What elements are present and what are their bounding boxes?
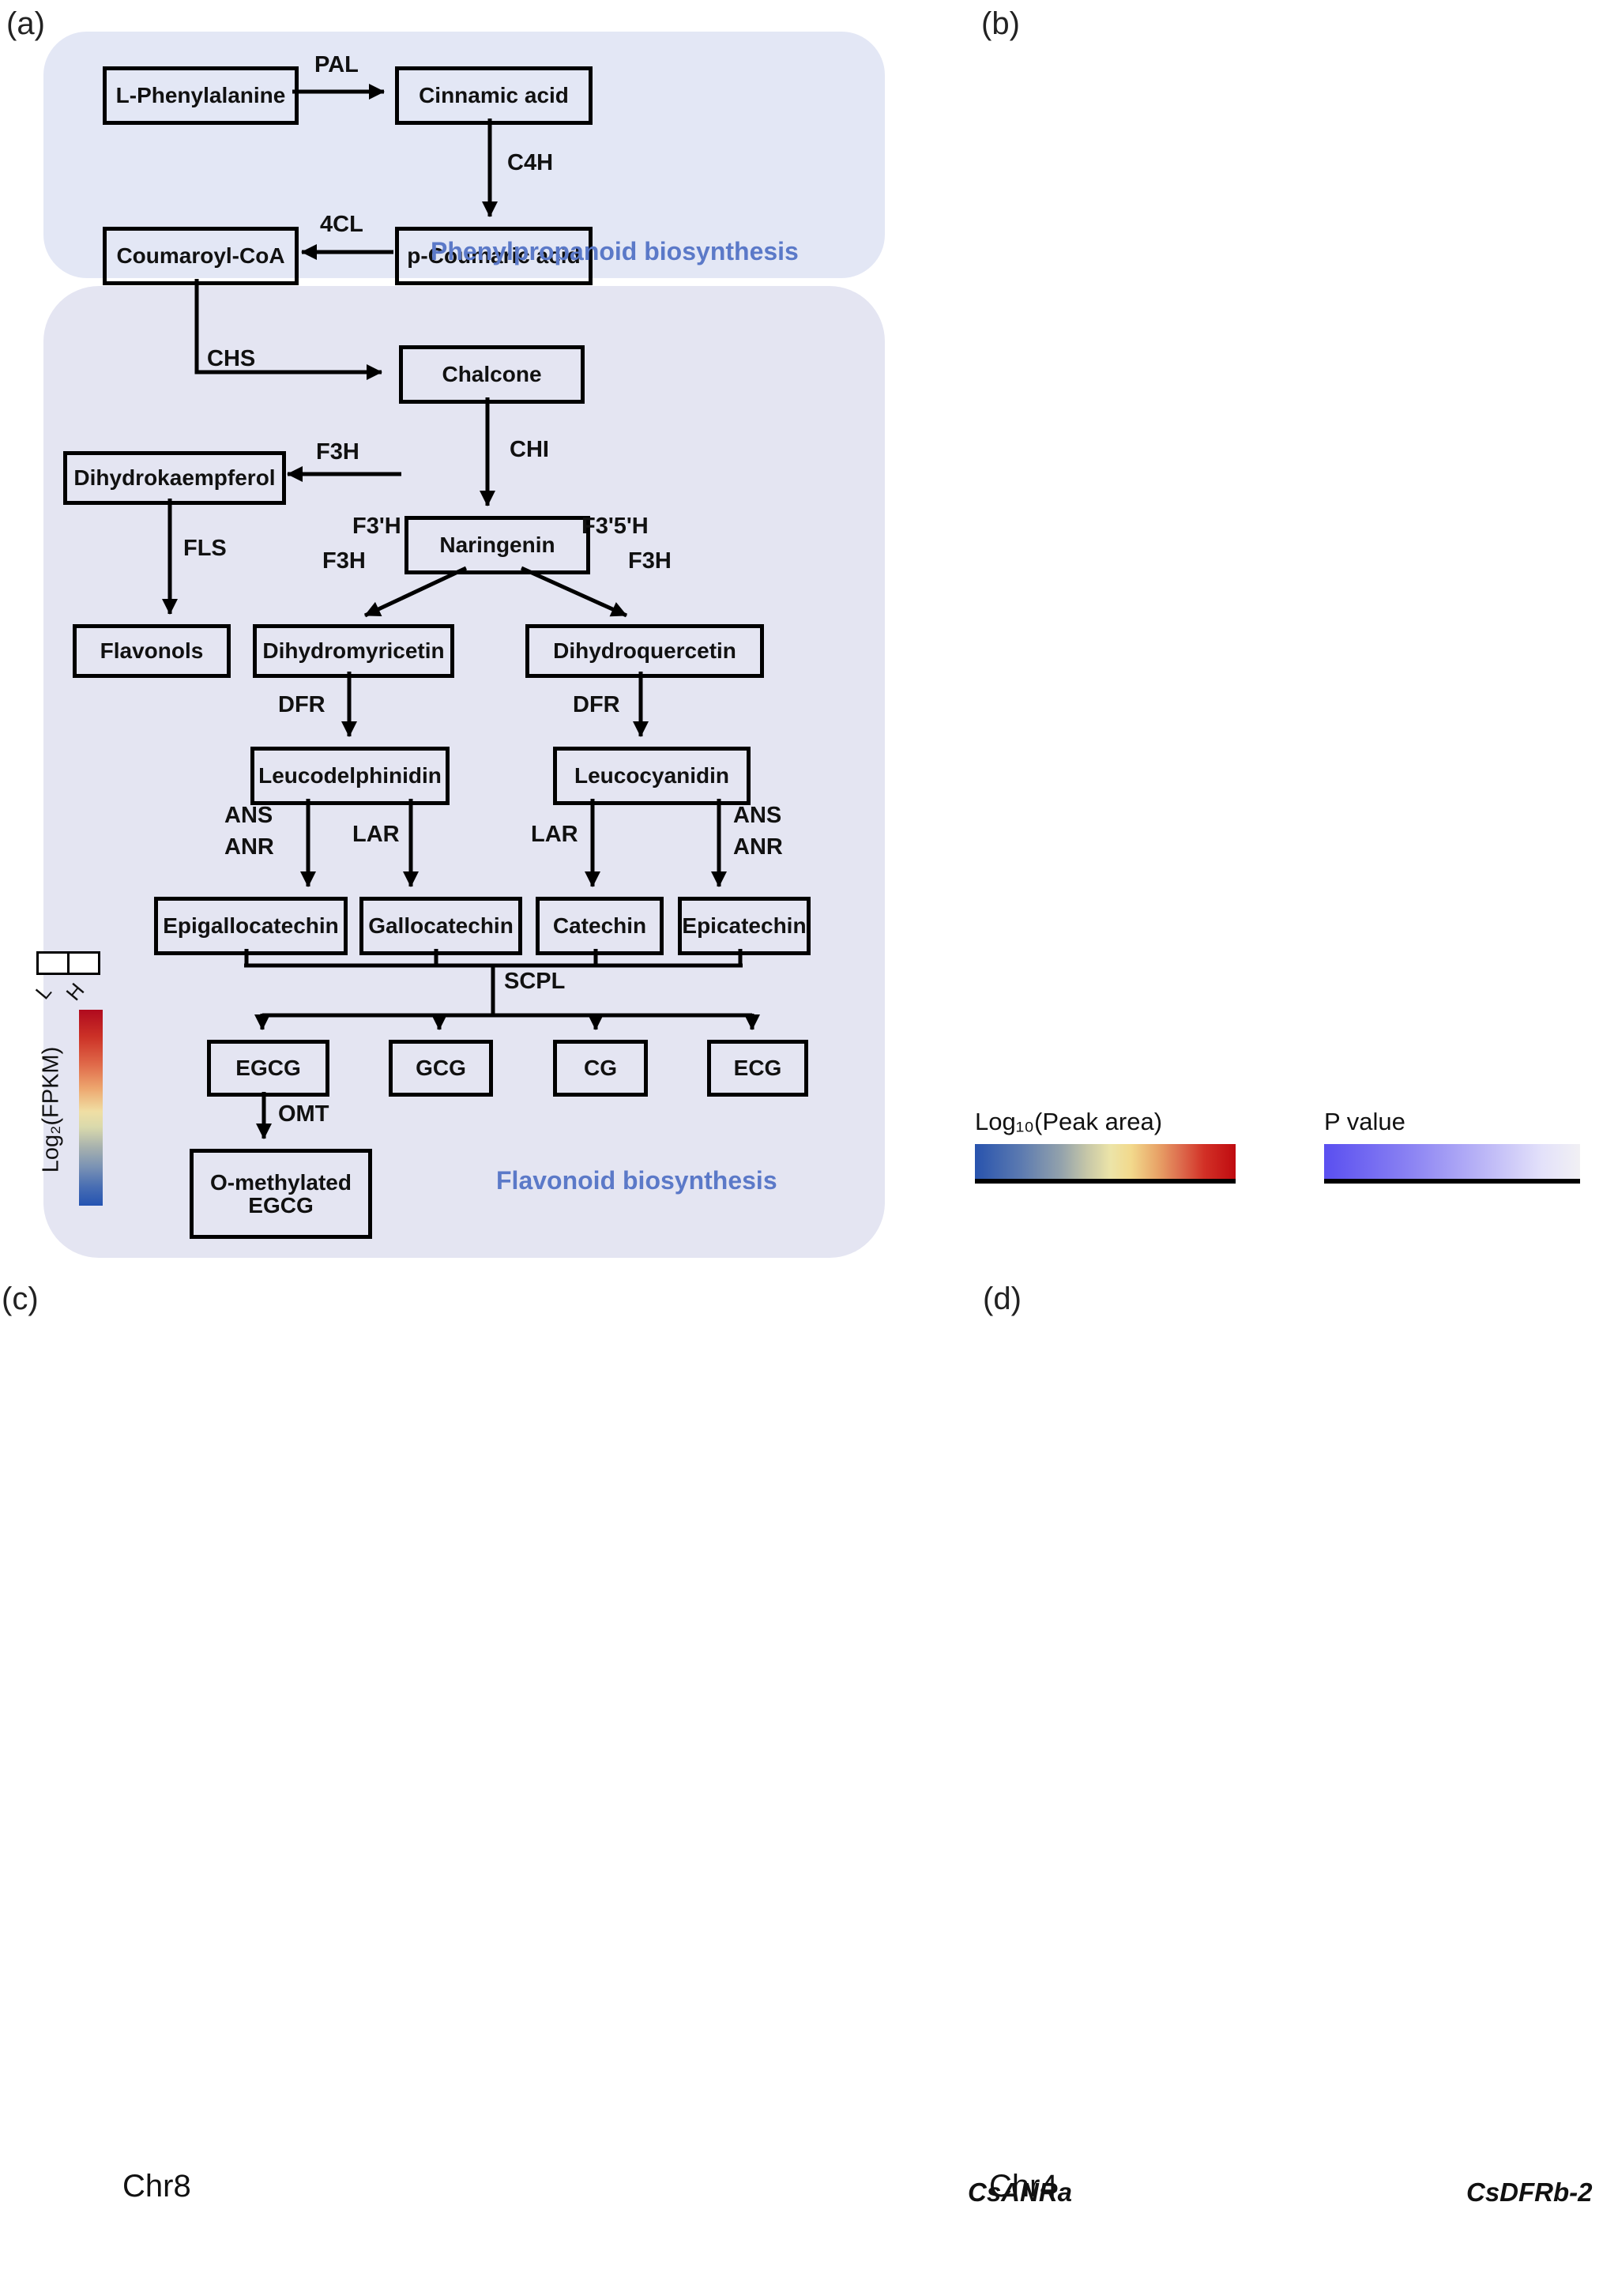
panel-a-label: (a)	[6, 6, 45, 41]
enzyme-ans-right: ANS	[733, 803, 782, 828]
panel-c-label: (c)	[2, 1282, 39, 1316]
pathway-arrows	[162, 84, 760, 1139]
enzyme-fls: FLS	[183, 536, 227, 561]
box-chalcone: Chalcone	[399, 345, 585, 404]
enzyme-chs: CHS	[207, 346, 256, 371]
gene-csanra-label: CsANRa	[968, 2177, 1073, 2207]
panel-d-label: (d)	[983, 1282, 1022, 1316]
enzyme-lar-right: LAR	[531, 822, 578, 847]
flavonoid-title: Flavonoid biosynthesis	[496, 1166, 777, 1195]
panel-b-label: (b)	[981, 6, 1020, 41]
chr4-label: Chr4	[989, 2169, 1058, 2204]
box-cinnamic-acid: Cinnamic acid	[395, 66, 593, 125]
box-epigallocatechin: Epigallocatechin	[154, 897, 348, 955]
phenylpropanoid-region	[43, 32, 885, 278]
peak-area-colorbar	[975, 1144, 1236, 1179]
fpkm-legend-title: Log₂(FPKM)	[38, 1046, 64, 1173]
fpkm-colorbar	[79, 1010, 103, 1206]
box-dihydrokaempferol: Dihydrokaempferol	[63, 451, 286, 505]
box-l-phenylalanine: L-Phenylalanine	[103, 66, 299, 125]
box-dihydromyricetin: Dihydromyricetin	[253, 624, 454, 678]
enzyme-anr-right: ANR	[733, 834, 783, 860]
box-cg: CG	[553, 1040, 648, 1097]
chr8-label: Chr8	[122, 2169, 191, 2204]
fpkm-legend-header	[36, 951, 100, 975]
peak-area-axis	[975, 1179, 1236, 1184]
pvalue-legend-title: P value	[1324, 1108, 1405, 1135]
box-o-methylated-egcg: O-methylated EGCG	[190, 1149, 372, 1239]
enzyme-c4h: C4H	[507, 150, 554, 175]
box-dihydroquercetin: Dihydroquercetin	[525, 624, 764, 678]
phenylpropanoid-title: Phenylpropanoid biosynthesis	[431, 237, 799, 265]
box-flavonols: Flavonols	[73, 624, 231, 678]
enzyme-scpl: SCPL	[504, 969, 566, 994]
enzyme-f3h-2: F3H	[322, 548, 366, 574]
box-epicatechin: Epicatechin	[678, 897, 811, 955]
gene-csdfrb2-label: CsDFRb-2	[1466, 2177, 1593, 2207]
enzyme-f3h-3: F3H	[628, 548, 672, 574]
enzyme-f35h: F3'5'H	[581, 514, 649, 539]
enzyme-ans-left: ANS	[224, 803, 273, 828]
box-leucocyanidin: Leucocyanidin	[553, 747, 751, 805]
box-gallocatechin: Gallocatechin	[359, 897, 522, 955]
enzyme-dfr-left: DFR	[278, 692, 325, 717]
enzyme-pal: PAL	[314, 52, 359, 77]
enzyme-anr-left: ANR	[224, 834, 274, 860]
enzyme-omt: OMT	[278, 1101, 329, 1127]
box-naringenin: Naringenin	[404, 516, 590, 574]
enzyme-4cl: 4CL	[320, 212, 363, 237]
box-p-coumaric-acid: p-Coumaric acid	[395, 227, 593, 285]
pvalue-colorbar	[1324, 1144, 1580, 1179]
enzyme-chi: CHI	[510, 437, 549, 462]
peak-area-legend-title: Log₁₀(Peak area)	[975, 1108, 1163, 1135]
box-catechin: Catechin	[536, 897, 664, 955]
enzyme-f3h-1: F3H	[316, 439, 359, 465]
box-leucodelphinidin: Leucodelphinidin	[250, 747, 450, 805]
pvalue-axis	[1324, 1179, 1580, 1184]
box-ecg: ECG	[707, 1040, 808, 1097]
box-coumaroyl-coa: Coumaroyl-CoA	[103, 227, 299, 285]
box-egcg: EGCG	[207, 1040, 329, 1097]
box-gcg: GCG	[389, 1040, 493, 1097]
enzyme-dfr-right: DFR	[573, 692, 620, 717]
enzyme-lar-left: LAR	[352, 822, 400, 847]
enzyme-f3ph: F3'H	[352, 514, 401, 539]
